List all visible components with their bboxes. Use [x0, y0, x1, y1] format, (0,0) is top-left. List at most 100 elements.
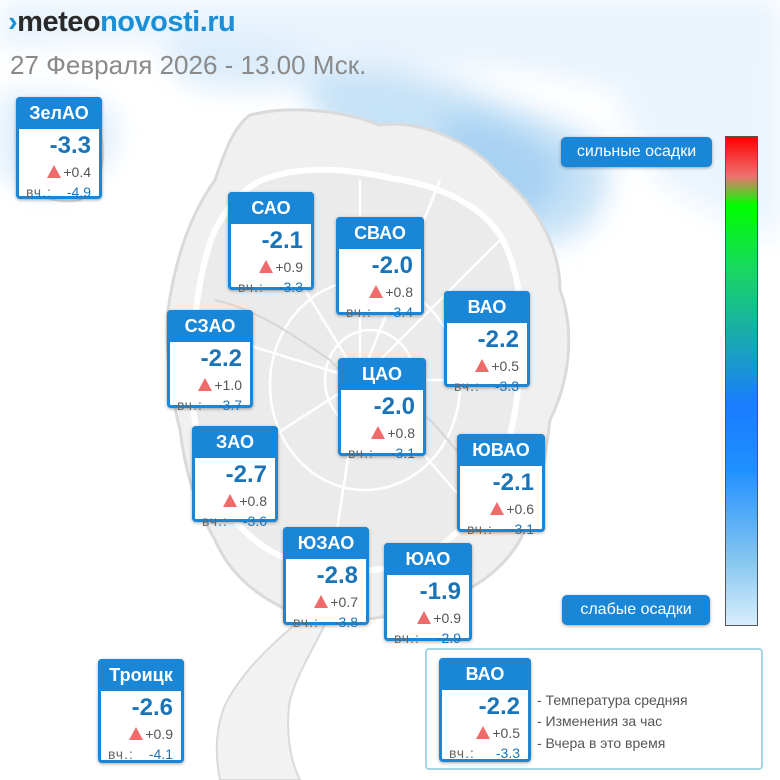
yesterday-label: вч.: — [238, 279, 264, 295]
forecast-datetime: 27 Февраля 2026 - 13.00 Мск. — [10, 50, 367, 80]
hourly-change-value: +0.5 — [491, 358, 519, 374]
rise-triangle-icon — [490, 502, 505, 515]
district-card: СЗАО -2.2 +1.0 вч.: -3.7 — [167, 310, 253, 413]
hourly-change: +0.9 — [259, 259, 303, 275]
yesterday-label: вч.: — [348, 445, 374, 461]
hourly-change-value: +0.9 — [433, 610, 461, 626]
yesterday-value: -2.9 — [436, 630, 461, 646]
hourly-change: +0.4 — [47, 164, 91, 180]
yesterday-label: вч.: — [394, 630, 420, 646]
rise-triangle-icon — [476, 726, 491, 739]
hourly-change-value: +0.4 — [63, 164, 91, 180]
yesterday-label: вч.: — [293, 614, 319, 630]
yesterday-label: вч.: — [449, 745, 475, 761]
district-card: Троицк -2.6 +0.9 вч.: -4.1 — [98, 659, 184, 763]
yesterday-label: вч.: — [177, 397, 203, 413]
hourly-change: +0.8 — [223, 493, 267, 509]
yesterday-value: -4.9 — [66, 184, 91, 200]
legend-sample-card: ВАО -2.2 +0.5 вч.: -3.3 — [439, 658, 531, 762]
rise-triangle-icon — [259, 260, 274, 273]
district-name: ЮАО — [384, 543, 472, 575]
yesterday-value: -3.6 — [242, 513, 267, 529]
legend-sample-name: ВАО — [439, 658, 531, 690]
yesterday-value: -3.4 — [388, 304, 413, 320]
rise-triangle-icon — [198, 378, 213, 391]
weak-precipitation-label: слабые осадки — [562, 595, 710, 625]
district-name: ЦАО — [338, 358, 426, 390]
yesterday-value: -3.3 — [278, 279, 303, 295]
yesterday-row: вч.: -3.8 — [293, 614, 358, 630]
yesterday-value: -3.3 — [494, 378, 519, 394]
strong-precipitation-label: сильные осадки — [561, 137, 712, 167]
hourly-change-value: +0.6 — [506, 501, 534, 517]
district-name: СЗАО — [167, 310, 253, 342]
district-temperature: -2.6 — [131, 694, 173, 721]
district-name: СВАО — [336, 217, 424, 249]
district-temperature: -2.2 — [477, 326, 519, 353]
logo-text-part-a: meteo — [17, 6, 101, 38]
hourly-change: +0.8 — [369, 284, 413, 300]
hourly-change-value: +0.7 — [330, 594, 358, 610]
legend-item-change: - Изменения за час — [537, 713, 663, 729]
rise-triangle-icon — [314, 595, 329, 608]
legend-sample-yesterday: вч.: -3.3 — [449, 745, 520, 761]
rise-triangle-icon — [129, 727, 144, 740]
district-name: ЮЗАО — [283, 527, 369, 559]
rise-triangle-icon — [417, 611, 432, 624]
yesterday-label: вч.: — [467, 521, 493, 537]
yesterday-label: вч.: — [108, 746, 134, 762]
precipitation-color-scale — [725, 136, 758, 626]
yesterday-row: вч.: -2.9 — [394, 630, 461, 646]
hourly-change: +0.7 — [314, 594, 358, 610]
logo-text-part-b: novosti.ru — [100, 6, 236, 38]
district-name: ЮВАО — [457, 434, 545, 466]
legend-sample-yesterday-value: -3.3 — [495, 745, 520, 761]
hourly-change: +0.8 — [371, 425, 415, 441]
district-temperature: -2.0 — [371, 252, 413, 279]
yesterday-label: вч.: — [346, 304, 372, 320]
hourly-change: +0.9 — [417, 610, 461, 626]
yesterday-label: вч.: — [26, 184, 52, 200]
rise-triangle-icon — [47, 165, 62, 178]
district-card: ЮВАО -2.1 +0.6 вч.: -3.1 — [457, 434, 545, 537]
yesterday-value: -3.7 — [217, 397, 242, 413]
yesterday-row: вч.: -3.1 — [467, 521, 534, 537]
district-name: ВАО — [444, 291, 530, 323]
rise-triangle-icon — [223, 494, 238, 507]
hourly-change: +1.0 — [198, 377, 242, 393]
yesterday-value: -3.1 — [509, 521, 534, 537]
district-card: ЗАО -2.7 +0.8 вч.: -3.6 — [192, 426, 278, 529]
yesterday-value: -3.8 — [333, 614, 358, 630]
district-temperature: -2.0 — [373, 393, 415, 420]
legend-sample-temperature: -2.2 — [478, 693, 520, 720]
yesterday-value: -3.1 — [390, 445, 415, 461]
district-card: ЮЗАО -2.8 +0.7 вч.: -3.8 — [283, 527, 369, 630]
legend-sample-change-value: +0.5 — [492, 725, 520, 741]
hourly-change-value: +0.8 — [385, 284, 413, 300]
logo[interactable]: ›meteonovosti.ru — [8, 6, 236, 39]
district-temperature: -2.7 — [225, 461, 267, 488]
yesterday-label: вч.: — [202, 513, 228, 529]
district-name: Троицк — [98, 659, 184, 691]
logo-mark-icon: › — [8, 6, 18, 38]
district-card: ЦАО -2.0 +0.8 вч.: -3.1 — [338, 358, 426, 461]
legend-sample-change: +0.5 — [476, 725, 520, 741]
hourly-change: +0.6 — [490, 501, 534, 517]
district-temperature: -2.2 — [200, 345, 242, 372]
district-temperature: -3.3 — [49, 132, 91, 159]
hourly-change-value: +0.9 — [275, 259, 303, 275]
rise-triangle-icon — [369, 285, 384, 298]
district-temperature: -2.1 — [492, 469, 534, 496]
yesterday-row: вч.: -3.7 — [177, 397, 242, 413]
hourly-change-value: +0.9 — [145, 726, 173, 742]
district-name: ЗелАО — [16, 97, 102, 129]
district-card: ЮАО -1.9 +0.9 вч.: -2.9 — [384, 543, 472, 646]
district-card: ЗелАО -3.3 +0.4 вч.: -4.9 — [16, 97, 102, 200]
yesterday-label: вч.: — [454, 378, 480, 394]
district-temperature: -1.9 — [419, 578, 461, 605]
legend-item-temperature: - Температура средняя — [537, 692, 688, 708]
legend-box: ВАО -2.2 +0.5 вч.: -3.3 - Температура сре… — [425, 648, 763, 770]
district-card: ВАО -2.2 +0.5 вч.: -3.3 — [444, 291, 530, 394]
district-temperature: -2.8 — [316, 562, 358, 589]
legend-item-yesterday: - Вчера в это время — [537, 735, 666, 751]
